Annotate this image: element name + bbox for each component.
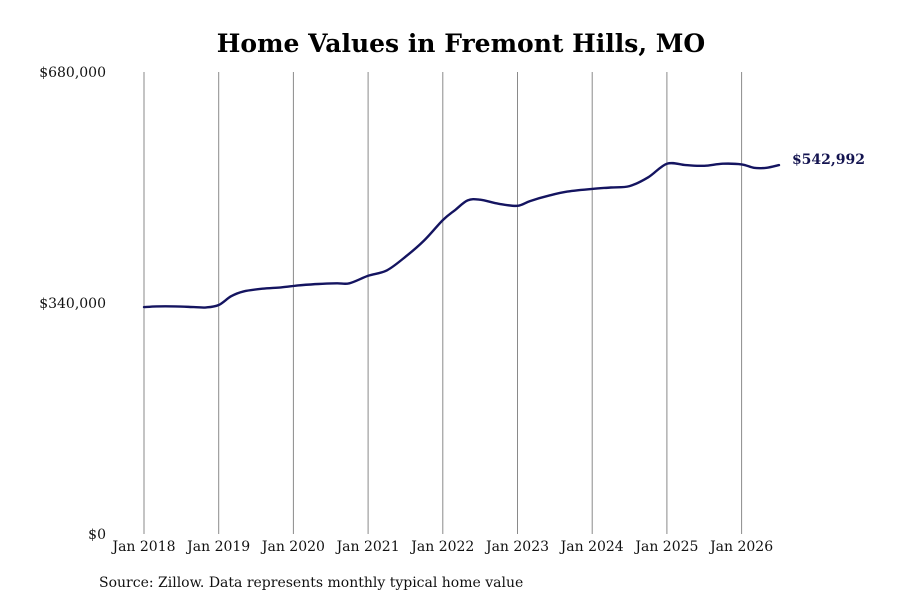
- x-tick-label: Jan 2023: [484, 539, 549, 555]
- y-axis-ticks: $680,000 $340,000 $0: [39, 65, 106, 543]
- grid-layer: [143, 72, 743, 534]
- x-axis-ticks: Jan 2018 Jan 2019 Jan 2020 Jan 2021 Jan 2022…: [110, 539, 773, 555]
- x-tick-label: Jan 2019: [185, 539, 250, 555]
- series-line-0: [142, 161, 781, 309]
- y-tick-label: $0: [88, 527, 106, 543]
- source-note: Source: Zillow. Data represents monthly …: [99, 575, 523, 591]
- x-tick-label: Jan 2024: [559, 539, 624, 555]
- x-tick-label: Jan 2022: [409, 539, 474, 555]
- y-tick-label: $680,000: [39, 65, 106, 81]
- x-tick-label: Jan 2026: [708, 539, 773, 555]
- x-tick-label: Jan 2020: [260, 539, 325, 555]
- end-value-label: $542,992: [792, 152, 865, 168]
- x-tick-label: Jan 2018: [110, 539, 175, 555]
- chart-title: Home Values in Fremont Hills, MO: [217, 29, 705, 58]
- x-tick-label: Jan 2025: [633, 539, 698, 555]
- series-layer: [142, 161, 781, 309]
- y-tick-label: $340,000: [39, 296, 106, 312]
- x-tick-label: Jan 2021: [335, 539, 400, 555]
